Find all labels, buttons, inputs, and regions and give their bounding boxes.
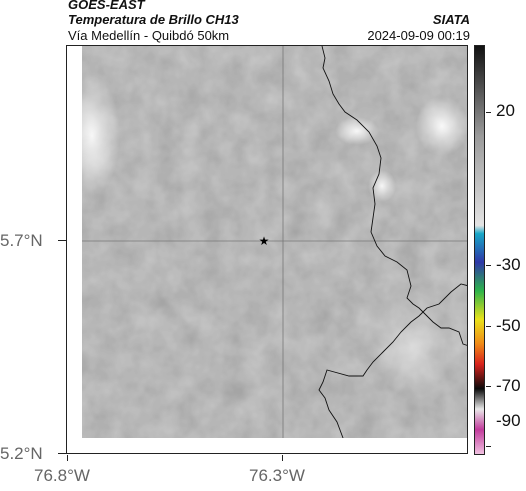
- cloud-bright-4: [372, 296, 452, 396]
- colorbar-tick: [486, 112, 491, 113]
- colorbar-tick: [486, 326, 491, 327]
- cloud-bright-2: [368, 170, 396, 202]
- map-margin-left: [67, 46, 82, 453]
- region-label: Vía Medellín - Quibdó 50km: [68, 28, 230, 43]
- y-tick-mark: [58, 240, 66, 241]
- colorbar-tick: [486, 446, 491, 447]
- x-tick-mark: [67, 455, 68, 461]
- map-image: ★: [67, 46, 467, 453]
- product-title: Temperatura de Brillo CH13: [68, 12, 239, 27]
- colorbar-tick: [486, 265, 491, 266]
- org-label: SIATA: [432, 12, 470, 27]
- colorbar-label: -50: [496, 316, 521, 335]
- colorbar-tick: [486, 386, 491, 387]
- colorbar: [474, 45, 485, 455]
- y-tick-label: 5.7°N: [0, 231, 43, 250]
- x-tick-mark: [282, 455, 283, 461]
- cloud-bright-3: [416, 96, 467, 156]
- colorbar-label: -70: [496, 376, 521, 395]
- map-plot[interactable]: ★: [66, 45, 468, 454]
- satellite-label: GOES-EAST: [68, 0, 145, 12]
- y-tick-label: 5.2°N: [0, 444, 43, 463]
- x-tick-label: 76.3°W: [249, 466, 305, 485]
- boundary-line-east: [321, 46, 467, 346]
- star-icon: ★: [259, 234, 270, 248]
- colorbar-label: -90: [496, 411, 521, 430]
- x-tick-label: 76.8°W: [34, 466, 90, 485]
- map-margin-bottom: [67, 438, 467, 453]
- boundary-line-south: [318, 283, 467, 453]
- cloud-bright-1: [335, 117, 379, 145]
- y-tick-mark: [58, 453, 66, 454]
- colorbar-label: -30: [496, 255, 521, 274]
- datetime-label: 2024-09-09 00:19: [367, 28, 470, 43]
- colorbar-label: 20: [496, 101, 515, 120]
